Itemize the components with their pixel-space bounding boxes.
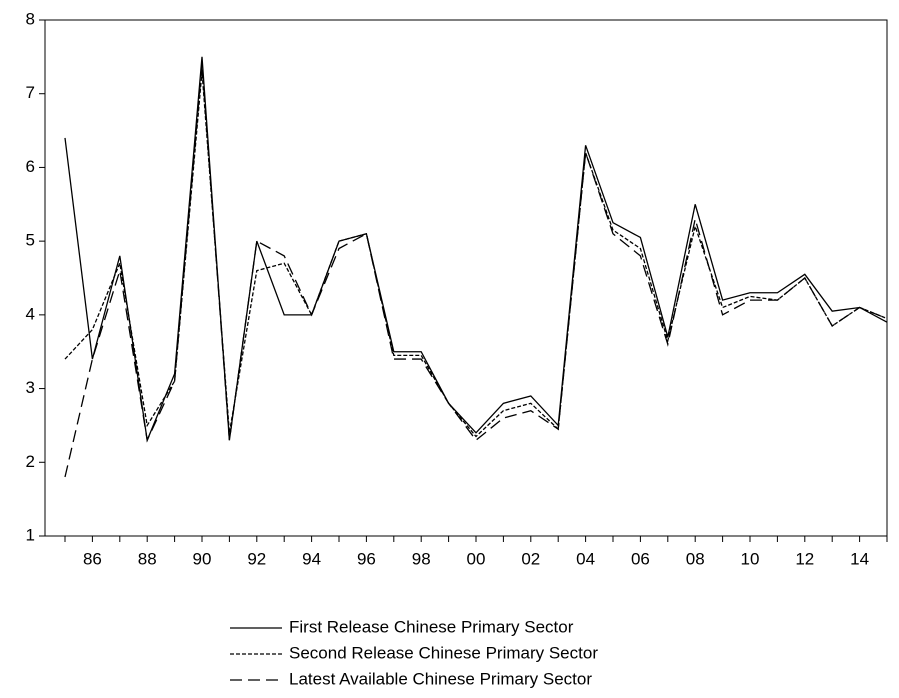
y-tick-label: 7 [26, 83, 35, 102]
y-tick-label: 3 [26, 378, 35, 397]
y-tick-label: 5 [26, 231, 35, 250]
x-tick-label: 94 [302, 549, 321, 568]
x-tick-label: 10 [741, 549, 760, 568]
x-tick-label: 14 [850, 549, 869, 568]
x-tick-label: 96 [357, 549, 376, 568]
x-tick-label: 02 [521, 549, 540, 568]
x-tick-label: 98 [412, 549, 431, 568]
x-tick-label: 86 [83, 549, 102, 568]
y-tick-label: 6 [26, 157, 35, 176]
legend-label: Latest Available Chinese Primary Sector [289, 669, 592, 688]
plot-frame [44, 19, 888, 537]
series-line [64, 64, 888, 478]
x-tick-label: 92 [247, 549, 266, 568]
x-tick-label: 90 [193, 549, 212, 568]
y-tick-label: 2 [26, 452, 35, 471]
legend-label: Second Release Chinese Primary Sector [289, 643, 598, 662]
x-tick-label: 88 [138, 549, 157, 568]
y-tick-label: 8 [26, 9, 35, 28]
y-tick-label: 1 [26, 525, 35, 544]
x-tick-label: 12 [795, 549, 814, 568]
series-line [64, 56, 888, 443]
x-tick-label: 00 [467, 549, 486, 568]
legend-label: First Release Chinese Primary Sector [289, 617, 574, 636]
x-tick-label: 04 [576, 549, 595, 568]
x-tick-label: 08 [686, 549, 705, 568]
x-tick-label: 06 [631, 549, 650, 568]
series-line [64, 71, 888, 438]
y-tick-label: 4 [26, 304, 35, 323]
